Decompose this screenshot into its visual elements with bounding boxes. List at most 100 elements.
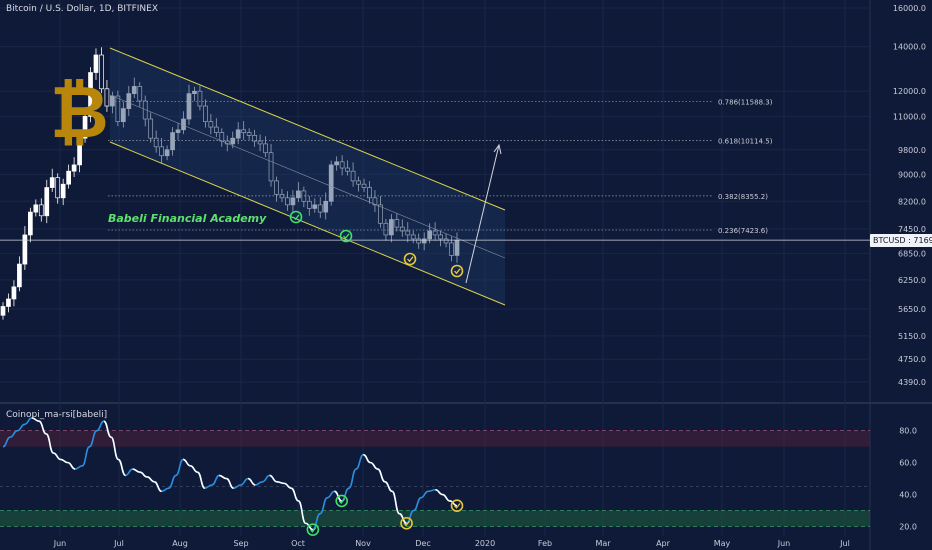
fib-level-label: 0.236(7423.6) <box>718 227 768 235</box>
time-tick-label: Aug <box>172 539 188 548</box>
candle-body <box>186 93 192 120</box>
time-tick-label: Jun <box>777 539 791 548</box>
candle-body <box>285 197 290 206</box>
price-tick-label: 11000.0 <box>893 112 926 121</box>
candle-body <box>317 204 323 213</box>
fib-level-label: 0.786(11588.3) <box>718 98 773 106</box>
candle-body <box>290 197 296 206</box>
candle-body <box>153 137 159 148</box>
candle-body <box>438 234 443 240</box>
rsi-line-falling-segment <box>60 458 68 464</box>
candle-body <box>345 167 350 172</box>
projection-arrow-line <box>465 144 500 284</box>
time-tick-label: Jul <box>839 539 850 548</box>
rsi-line-falling-segment <box>442 493 450 502</box>
rsi-line-falling-segment <box>132 468 141 474</box>
price-tick-label: 8200.0 <box>898 197 926 206</box>
buy-signal-marker <box>289 210 303 224</box>
price-tick-label: 4750.0 <box>898 355 926 364</box>
candle-body <box>296 190 301 199</box>
rsi-line-falling-segment <box>197 471 206 489</box>
candle-body <box>312 204 318 209</box>
candle-body <box>104 88 110 107</box>
candle-body <box>410 234 416 240</box>
bitcoin-logo-icon: ₿ <box>50 70 109 154</box>
rsi-line-falling-segment <box>226 477 234 489</box>
candle-body <box>235 129 241 139</box>
time-tick-label: Apr <box>656 539 671 548</box>
brand-text: Babeli Financial Academy <box>108 212 267 225</box>
candle-body <box>443 238 449 244</box>
candle-body <box>268 152 274 182</box>
rsi-signal-marker-check <box>309 527 317 533</box>
candle-body <box>99 54 104 90</box>
rsi-line-falling-segment <box>276 480 285 485</box>
rsi-line-falling-segment <box>370 461 378 470</box>
candle-body <box>159 146 164 157</box>
price-tick-label: 12000.0 <box>893 87 926 96</box>
rsi-signal-marker <box>306 523 320 536</box>
channel-mid-line <box>109 94 506 259</box>
candle-body <box>203 105 208 123</box>
price-tick-label: 5650.0 <box>898 305 926 314</box>
price-tag-symbol: BTCUSD <box>873 236 906 246</box>
rsi-line-falling-segment <box>190 465 198 474</box>
channel-lower-line <box>109 141 506 306</box>
time-tick-label: Sep <box>233 539 248 548</box>
rsi-line-falling-segment <box>38 420 47 435</box>
rsi-tick-label: 40.0 <box>899 491 917 500</box>
buy-signal-marker <box>403 252 417 266</box>
rsi-tick-label: 80.0 <box>899 427 917 436</box>
rsi-line-falling-segment <box>377 468 386 483</box>
candle-body <box>71 164 77 172</box>
candle-body <box>213 126 219 133</box>
candle-body <box>378 204 383 224</box>
candle-body <box>77 137 82 166</box>
price-tick-label: 6850.0 <box>898 249 926 258</box>
rsi-signal-marker <box>450 499 464 512</box>
candle-body <box>17 263 22 288</box>
rsi-tick-label: 60.0 <box>899 459 917 468</box>
candle-body <box>427 230 433 240</box>
candle-body <box>230 137 236 145</box>
candle-body <box>192 90 197 94</box>
rsi-line-falling-segment <box>435 488 443 496</box>
candle-body <box>334 161 340 166</box>
rsi-line-falling-segment <box>103 420 112 438</box>
candle-body <box>274 180 279 195</box>
candle-body <box>142 100 148 120</box>
price-tick-label: 7450.0 <box>898 225 926 234</box>
rsi-line-falling-segment <box>67 461 76 470</box>
price-tag-value: 7169.2 <box>913 236 932 246</box>
rsi-line-falling-segment <box>449 500 458 507</box>
rsi-line-falling-segment <box>53 452 61 461</box>
candle-body <box>11 286 17 300</box>
buy-signal-marker <box>450 264 464 278</box>
rsi-line-falling-segment <box>182 458 191 467</box>
candle-body <box>175 129 181 133</box>
rsi-signal-marker <box>400 516 413 530</box>
rsi-signal-marker <box>335 494 348 508</box>
price-tick-label: 4390.0 <box>898 378 926 387</box>
candle-body <box>361 183 367 188</box>
buy-signal-marker-check <box>454 268 461 275</box>
candle-body <box>394 219 400 228</box>
rsi-line-falling-segment <box>247 477 256 486</box>
rsi-line-falling-segment <box>139 471 148 478</box>
rsi-line-falling-segment <box>384 480 393 493</box>
fib-level-label: 0.618(10114.5) <box>718 138 773 146</box>
candle-body <box>339 161 345 169</box>
rsi-line-falling-segment <box>391 490 401 515</box>
candle-body <box>148 118 154 139</box>
candle-body <box>421 238 427 244</box>
time-tick-label: Nov <box>355 539 371 548</box>
candle-body <box>241 129 247 133</box>
rsi-line-falling-segment <box>290 487 299 502</box>
price-tick-label: 6250.0 <box>898 276 926 285</box>
overbought-zone <box>0 430 870 447</box>
rsi-line-falling-segment <box>297 500 307 525</box>
candle-body <box>356 180 361 185</box>
rsi-line-falling-segment <box>117 458 126 477</box>
